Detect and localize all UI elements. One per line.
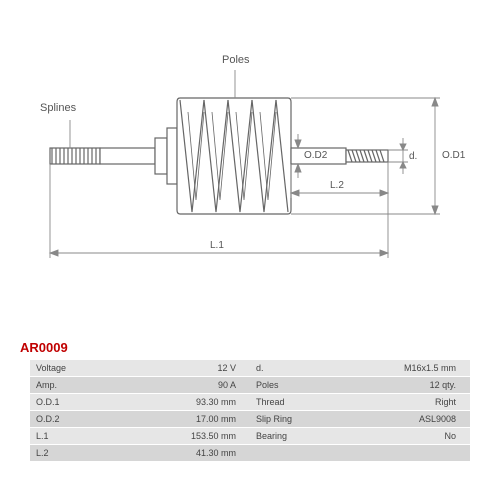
spec-label: Slip Ring bbox=[250, 411, 323, 428]
od1-dim-label: O.D1 bbox=[442, 150, 465, 161]
table-row: Voltage12 Vd.M16x1.5 mm bbox=[30, 360, 470, 377]
spec-label bbox=[250, 445, 323, 462]
table-row: O.D.217.00 mmSlip RingASL9008 bbox=[30, 411, 470, 428]
d-dim-label: d. bbox=[409, 151, 417, 162]
splines-label: Splines bbox=[40, 102, 76, 114]
spec-label: Bearing bbox=[250, 428, 323, 445]
od2-dim-label: O.D2 bbox=[304, 150, 327, 161]
table-row: O.D.193.30 mmThreadRight bbox=[30, 394, 470, 411]
spec-value: 90 A bbox=[103, 377, 250, 394]
spec-value: Right bbox=[323, 394, 470, 411]
spec-value bbox=[323, 445, 470, 462]
part-number: AR0009 bbox=[20, 340, 68, 355]
l2-dim-label: L.2 bbox=[330, 180, 344, 191]
l1-dim-label: L.1 bbox=[210, 240, 224, 251]
spec-value: 153.50 mm bbox=[103, 428, 250, 445]
spec-label: Thread bbox=[250, 394, 323, 411]
spec-label: L.1 bbox=[30, 428, 103, 445]
spec-label: Amp. bbox=[30, 377, 103, 394]
spec-label: O.D.2 bbox=[30, 411, 103, 428]
specifications-table: Voltage12 Vd.M16x1.5 mmAmp.90 APoles12 q… bbox=[30, 360, 470, 462]
table-row: L.1153.50 mmBearingNo bbox=[30, 428, 470, 445]
spec-value: 93.30 mm bbox=[103, 394, 250, 411]
spec-value: 12 qty. bbox=[323, 377, 470, 394]
spec-value: No bbox=[323, 428, 470, 445]
poles-label: Poles bbox=[222, 54, 250, 66]
table-row: Amp.90 APoles12 qty. bbox=[30, 377, 470, 394]
spec-value: M16x1.5 mm bbox=[323, 360, 470, 377]
spec-label: Voltage bbox=[30, 360, 103, 377]
table-row: L.241.30 mm bbox=[30, 445, 470, 462]
technical-diagram: Splines Poles O.D1 d. O.D2 L.2 L.1 bbox=[30, 20, 470, 320]
spec-label: O.D.1 bbox=[30, 394, 103, 411]
spec-value: ASL9008 bbox=[323, 411, 470, 428]
spec-value: 41.30 mm bbox=[103, 445, 250, 462]
spec-label: Poles bbox=[250, 377, 323, 394]
spec-label: d. bbox=[250, 360, 323, 377]
rotor-drawing bbox=[30, 20, 470, 320]
spec-value: 17.00 mm bbox=[103, 411, 250, 428]
spec-label: L.2 bbox=[30, 445, 103, 462]
spec-value: 12 V bbox=[103, 360, 250, 377]
